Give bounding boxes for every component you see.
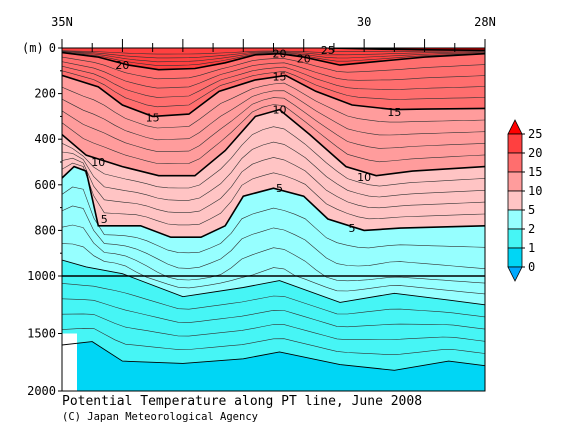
colorbar-top-arrow <box>507 119 523 135</box>
y-tick-label: 0 <box>49 41 56 55</box>
contour-label: 10 <box>273 104 287 117</box>
isotherm-25 <box>327 48 485 52</box>
colorbar-label: 5 <box>528 203 535 217</box>
y-tick-label: 800 <box>34 223 56 237</box>
contour-label: 5 <box>276 182 283 195</box>
contour-label: 20 <box>115 59 129 72</box>
isotherm-10 <box>62 108 485 177</box>
y-tick-label: 600 <box>34 178 56 192</box>
colorbar-segment <box>507 190 523 211</box>
contour-label: 5 <box>101 213 108 226</box>
contour-label: 15 <box>387 106 401 119</box>
chart-title: Potential Temperature along PT line, Jun… <box>62 394 423 409</box>
isotherm-minor <box>62 313 485 342</box>
colorbar-segment <box>507 209 523 230</box>
band-below-2 <box>62 260 485 391</box>
contour-label: 20 <box>297 52 311 65</box>
isotherm-minor <box>62 327 485 356</box>
y-tick-label: 400 <box>34 132 56 146</box>
contour-label: 10 <box>91 156 105 169</box>
contour-label: 25 <box>321 44 335 57</box>
isotherm-20 <box>62 51 485 71</box>
isotherm-minor <box>62 141 485 201</box>
colorbar-segment <box>507 133 523 154</box>
isotherm-minor <box>62 243 485 295</box>
colorbar-label: 15 <box>528 165 542 179</box>
isotherm-minor <box>62 65 485 98</box>
isotherm-minor <box>62 61 485 89</box>
x-tick-label: 28N <box>474 15 496 29</box>
isotherm-minor <box>62 157 485 213</box>
isotherm-minor <box>62 224 485 284</box>
isotherm-15 <box>62 74 485 118</box>
isotherm-minor <box>62 126 485 189</box>
y-tick-label: 1500 <box>27 327 56 341</box>
colorbar-label: 25 <box>528 127 542 141</box>
isotherm-minor <box>62 90 485 141</box>
colorbar-label: 0 <box>528 260 535 274</box>
x-tick-label: 35N <box>51 15 73 29</box>
y-tick-label: 200 <box>34 87 56 101</box>
isotherm-minor <box>62 51 485 63</box>
no-data-region <box>62 333 77 391</box>
contour-label: 15 <box>146 112 160 125</box>
isotherm-minor <box>62 70 485 108</box>
isotherm-minor <box>62 82 485 129</box>
isotherm-lines <box>62 48 485 371</box>
colorbar-label: 1 <box>528 241 535 255</box>
colorbar-label: 2 <box>528 222 535 236</box>
contour-label: 5 <box>349 222 356 235</box>
colorbar-label: 10 <box>528 184 542 198</box>
isotherm-5 <box>62 165 485 238</box>
plot-axes: 35N 30 28N 0 200 400 600 800 1000 1500 2000 (m) <box>22 15 496 398</box>
isotherm-minor <box>62 104 485 164</box>
isotherm-minor <box>62 298 485 330</box>
isotherm-1 <box>62 341 485 371</box>
isotherm-minor <box>62 162 485 226</box>
colorbar-segment <box>507 247 523 268</box>
y-tick-label: 2000 <box>27 384 56 398</box>
isotherm-minor <box>62 56 485 80</box>
colorbar-segment <box>507 171 523 192</box>
colorbar-label: 20 <box>528 146 542 160</box>
isotherm-minor <box>62 283 485 318</box>
y-axis-unit: (m) <box>22 41 44 55</box>
isotherm-minor <box>62 186 485 254</box>
isotherm-2 <box>62 259 485 306</box>
isotherm-minor <box>62 97 485 152</box>
credit-text: (C) Japan Meteorological Agency <box>62 411 258 423</box>
contour-label: 20 <box>273 48 287 61</box>
colorbar-segment <box>507 152 523 173</box>
contour-labels: 25 20 20 20 15 15 15 10 10 10 5 5 5 <box>91 44 401 235</box>
colorbar-bottom-arrow <box>507 266 523 282</box>
contour-label: 15 <box>273 71 287 84</box>
isotherm-minor <box>62 205 485 269</box>
contour-label: 10 <box>357 171 371 184</box>
band-below-1 <box>62 341 485 391</box>
temperature-bands <box>62 48 485 391</box>
y-tick-label: 1000 <box>27 269 56 283</box>
x-tick-label: 30 <box>357 15 371 29</box>
colorbar-segment <box>507 228 523 249</box>
